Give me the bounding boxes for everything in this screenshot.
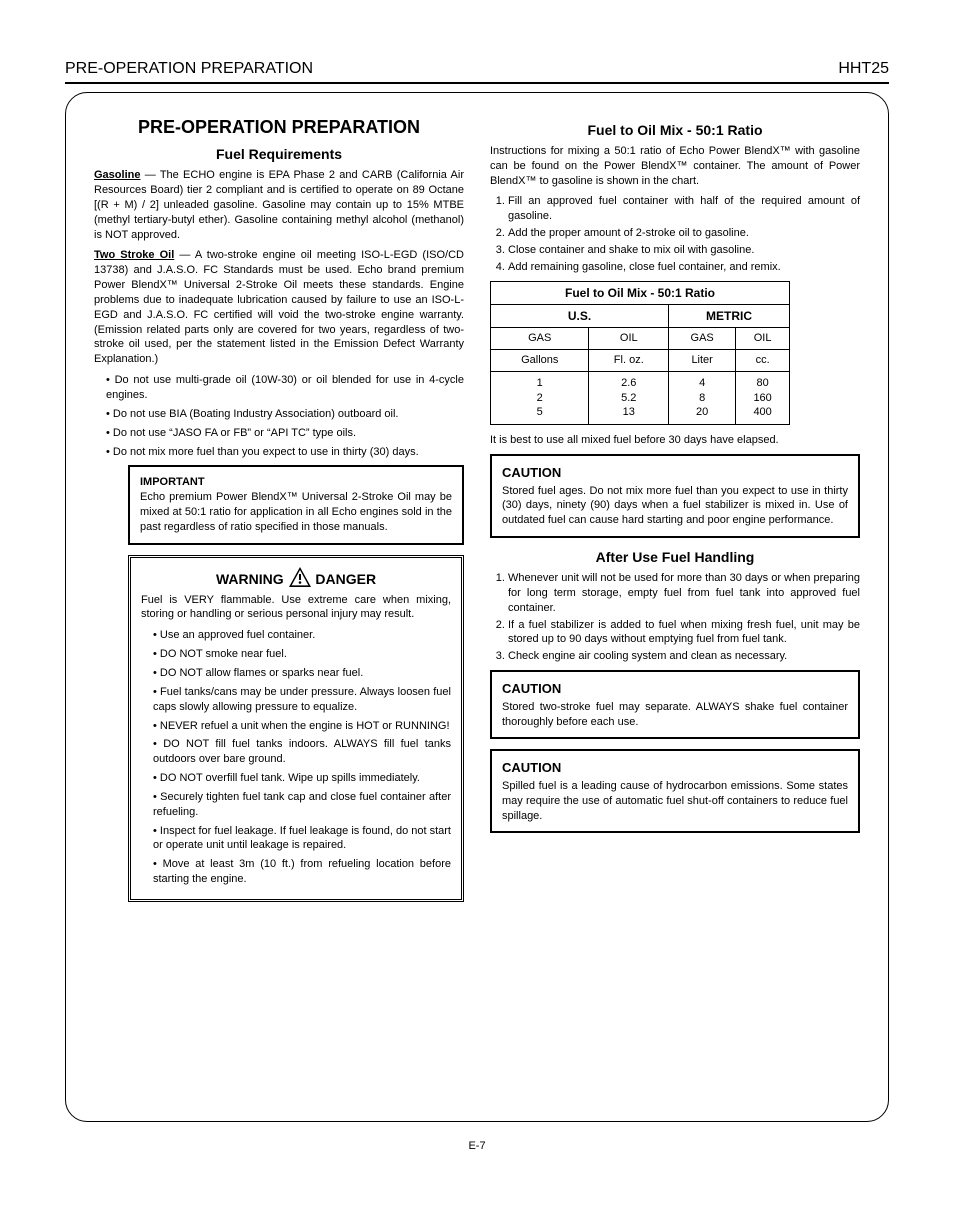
page-header: PRE-OPERATION PREPARATION HHT25 (0, 60, 954, 82)
list-item: Do not use “JASO FA or FB” or “API TC” t… (106, 426, 464, 441)
warning-box: WARNING DANGER Fuel is VERY flammable. U… (128, 555, 464, 902)
table-cell: OIL (736, 328, 790, 350)
gasoline-paragraph: Gasoline — The ECHO engine is EPA Phase … (94, 168, 464, 242)
warning-icon (288, 566, 312, 588)
list-item: Do not use multi-grade oil (10W-30) or o… (106, 373, 464, 403)
list-item: Fill an approved fuel container with hal… (508, 194, 860, 224)
important-label: IMPORTANT (140, 476, 205, 488)
list-item: Do not mix more fuel than you expect to … (106, 445, 464, 460)
warning-intro: Fuel is VERY flammable. Use extreme care… (141, 593, 451, 623)
list-item: Whenever unit will not be used for more … (508, 571, 860, 616)
us-header: U.S. (491, 304, 669, 327)
warning-label: WARNING (216, 571, 284, 587)
oil-do-not-list: Do not use multi-grade oil (10W-30) or o… (94, 373, 464, 459)
header-rule (65, 82, 889, 84)
oil-paragraph: Two Stroke Oil — A two-stroke engine oil… (94, 248, 464, 367)
fuel-mix-table: Fuel to Oil Mix - 50:1 Ratio U.S. METRIC… (490, 281, 790, 426)
fuel-req-subhead: Fuel Requirements (94, 145, 464, 164)
mix-note: It is best to use all mixed fuel before … (490, 433, 860, 448)
left-column: PRE-OPERATION PREPARATION Fuel Requireme… (94, 115, 464, 902)
caution-box-1: CAUTION Stored fuel ages. Do not mix mor… (490, 454, 860, 538)
gasoline-head: Gasoline (94, 169, 140, 181)
header-left: PRE-OPERATION PREPARATION (65, 60, 313, 78)
table-cell: cc. (736, 349, 790, 371)
metric-header: METRIC (669, 304, 790, 327)
table-cell: Liter (669, 349, 736, 371)
mix-intro: Instructions for mixing a 50:1 ratio of … (490, 144, 860, 189)
caution-body: Spilled fuel is a leading cause of hydro… (502, 780, 848, 822)
table-cell: Gallons (491, 349, 589, 371)
warning-head: WARNING DANGER (141, 566, 451, 589)
table-cell: GAS (669, 328, 736, 350)
list-item: Do not use BIA (Boating Industry Associa… (106, 407, 464, 422)
after-use-steps: Whenever unit will not be used for more … (490, 571, 860, 664)
caution-label: CAUTION (502, 759, 848, 777)
caution-body: Stored two-stroke fuel may separate. ALW… (502, 701, 848, 728)
page-number: E-7 (0, 1140, 954, 1152)
table-cell: GAS (491, 328, 589, 350)
caution-label: CAUTION (502, 464, 848, 482)
list-item: DO NOT smoke near fuel. (153, 647, 451, 662)
right-column: Fuel to Oil Mix - 50:1 Ratio Instruction… (490, 115, 860, 902)
after-use-subhead: After Use Fuel Handling (490, 548, 860, 567)
list-item: NEVER refuel a unit when the engine is H… (153, 719, 451, 734)
table-cell: 4 8 20 (669, 371, 736, 425)
header-right: HHT25 (838, 60, 889, 78)
warning-list: Use an approved fuel container. DO NOT s… (141, 628, 451, 887)
list-item: DO NOT overfill fuel tank. Wipe up spill… (153, 771, 451, 786)
mix-steps-list: Fill an approved fuel container with hal… (490, 194, 860, 274)
caution-body: Stored fuel ages. Do not mix more fuel t… (502, 485, 848, 527)
caution-label: CAUTION (502, 680, 848, 698)
content-frame: PRE-OPERATION PREPARATION Fuel Requireme… (65, 92, 889, 1122)
mix-ratio-subhead: Fuel to Oil Mix - 50:1 Ratio (490, 121, 860, 140)
table-cell: 80 160 400 (736, 371, 790, 425)
section-title: PRE-OPERATION PREPARATION (94, 115, 464, 139)
table-cell: 2.6 5.2 13 (589, 371, 669, 425)
list-item: Securely tighten fuel tank cap and close… (153, 790, 451, 820)
list-item: If a fuel stabilizer is added to fuel wh… (508, 618, 860, 648)
oil-head: Two Stroke Oil (94, 249, 174, 261)
list-item: Check engine air cooling system and clea… (508, 649, 860, 664)
caution-box-3: CAUTION Spilled fuel is a leading cause … (490, 749, 860, 833)
important-body: Echo premium Power BlendX™ Universal 2-S… (140, 491, 452, 533)
caution-box-2: CAUTION Stored two-stroke fuel may separ… (490, 670, 860, 739)
table-cell: Fl. oz. (589, 349, 669, 371)
list-item: Add remaining gasoline, close fuel conta… (508, 260, 860, 275)
list-item: Move at least 3m (10 ft.) from refueling… (153, 857, 451, 887)
list-item: DO NOT allow flames or sparks near fuel. (153, 666, 451, 681)
list-item: Use an approved fuel container. (153, 628, 451, 643)
important-box: IMPORTANT Echo premium Power BlendX™ Uni… (128, 465, 464, 544)
list-item: DO NOT fill fuel tanks indoors. ALWAYS f… (153, 737, 451, 767)
two-column-layout: PRE-OPERATION PREPARATION Fuel Requireme… (94, 115, 860, 902)
danger-label: DANGER (315, 571, 376, 587)
gasoline-body: The ECHO engine is EPA Phase 2 and CARB … (94, 169, 464, 240)
list-item: Add the proper amount of 2-stroke oil to… (508, 226, 860, 241)
oil-body: A two-stroke engine oil meeting ISO-L-EG… (94, 249, 464, 365)
list-item: Inspect for fuel leakage. If fuel leakag… (153, 824, 451, 854)
table-cell: 1 2 5 (491, 371, 589, 425)
table-cell: OIL (589, 328, 669, 350)
mix-title-cell: Fuel to Oil Mix - 50:1 Ratio (491, 281, 790, 304)
list-item: Fuel tanks/cans may be under pressure. A… (153, 685, 451, 715)
list-item: Close container and shake to mix oil wit… (508, 243, 860, 258)
